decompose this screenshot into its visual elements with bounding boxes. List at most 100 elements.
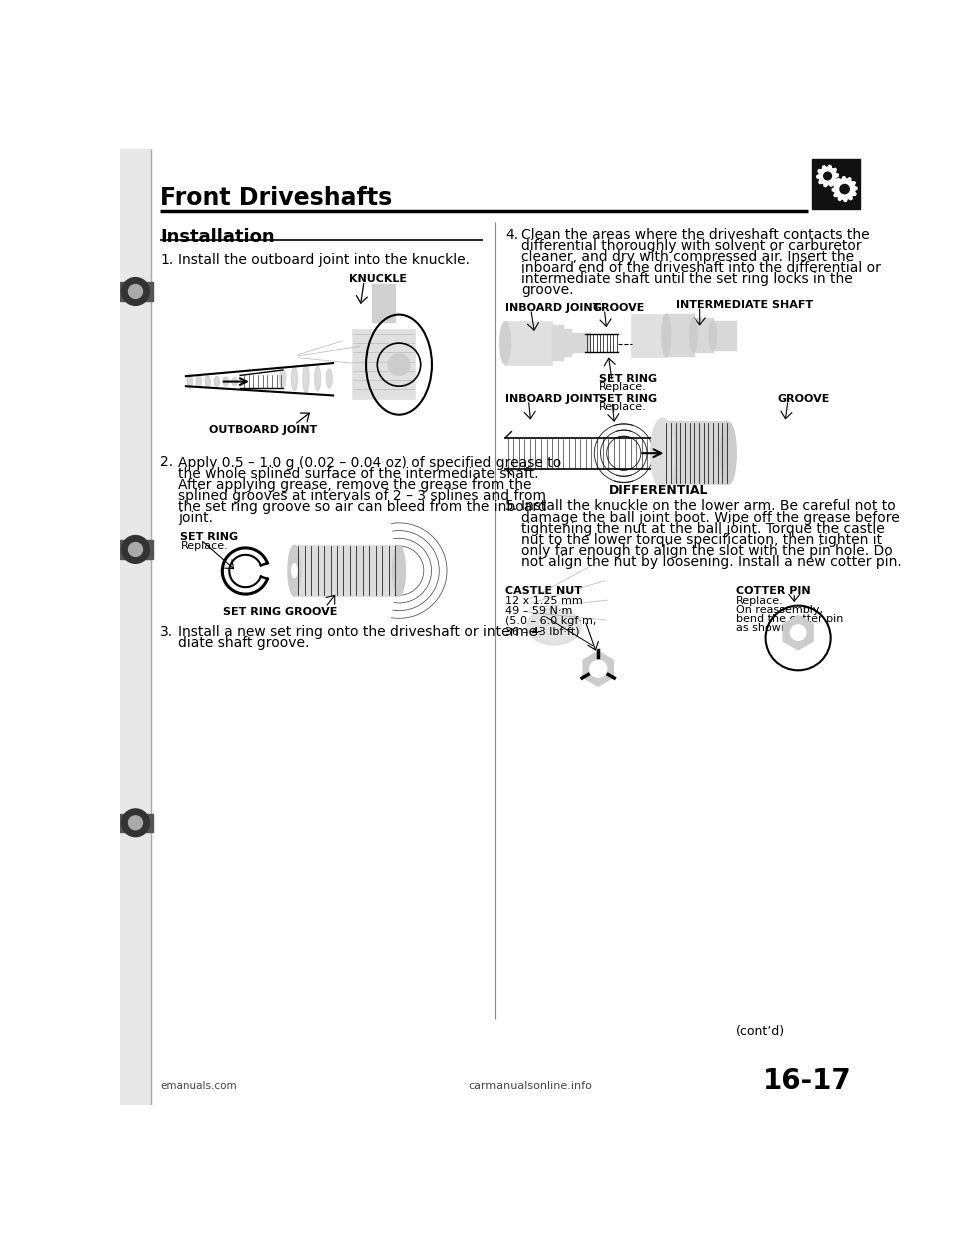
Bar	[295, 545, 399, 596]
Text: OUTBOARD JOINT: OUTBOARD JOINT	[209, 425, 318, 435]
Polygon shape	[584, 652, 612, 686]
Text: COTTER PIN: COTTER PIN	[736, 586, 811, 596]
Ellipse shape	[187, 375, 192, 389]
Text: as shown.: as shown.	[736, 623, 792, 633]
Text: GROOVE: GROOVE	[778, 394, 829, 404]
Circle shape	[129, 816, 142, 830]
Ellipse shape	[721, 422, 736, 484]
Text: bend the cotter pin: bend the cotter pin	[736, 614, 844, 625]
Bar	[120, 814, 153, 832]
Text: CASTLE NUT: CASTLE NUT	[505, 586, 582, 596]
Circle shape	[122, 278, 150, 306]
Text: 3.: 3.	[160, 625, 174, 638]
Text: 2.: 2.	[160, 456, 174, 469]
Bar	[662, 422, 729, 484]
Text: Install a new set ring onto the driveshaft or interme-: Install a new set ring onto the drivesha…	[179, 625, 542, 638]
Text: the whole splined surface of the intermediate shaft.: the whole splined surface of the interme…	[179, 467, 539, 481]
Ellipse shape	[689, 318, 697, 353]
Text: tightening the nut at the ball joint. Torque the castle: tightening the nut at the ball joint. To…	[521, 522, 885, 535]
Text: Replace.: Replace.	[599, 402, 647, 412]
Text: 5.: 5.	[505, 499, 518, 513]
Ellipse shape	[315, 366, 321, 391]
Bar	[666, 314, 693, 356]
Circle shape	[790, 625, 805, 641]
Text: diate shaft groove.: diate shaft groove.	[179, 636, 309, 650]
Text: (cont’d): (cont’d)	[736, 1026, 785, 1038]
Text: INBOARD JOINT: INBOARD JOINT	[505, 394, 601, 404]
Ellipse shape	[288, 545, 300, 596]
Text: intermediate shaft until the set ring locks in the: intermediate shaft until the set ring lo…	[521, 272, 853, 286]
Text: KNUCKLE: KNUCKLE	[348, 273, 407, 283]
Ellipse shape	[223, 378, 228, 386]
Text: 1.: 1.	[160, 253, 174, 267]
Text: 49 – 59 N·m: 49 – 59 N·m	[505, 606, 572, 616]
Ellipse shape	[326, 369, 332, 388]
Text: DIFFERENTIAL: DIFFERENTIAL	[609, 484, 708, 497]
Text: 36 – 43 lbf·ft): 36 – 43 lbf·ft)	[505, 626, 580, 636]
Text: SET RING: SET RING	[599, 374, 657, 384]
Ellipse shape	[214, 376, 220, 386]
Text: emanuals.com: emanuals.com	[160, 1081, 237, 1090]
Text: INTERMEDIATE SHAFT: INTERMEDIATE SHAFT	[677, 301, 813, 310]
Polygon shape	[832, 176, 857, 201]
Circle shape	[129, 543, 142, 556]
Text: Clean the areas where the driveshaft contacts the: Clean the areas where the driveshaft con…	[521, 227, 870, 242]
Text: (5.0 – 6.0 kgf·m,: (5.0 – 6.0 kgf·m,	[505, 616, 596, 626]
Text: Front Driveshafts: Front Driveshafts	[160, 186, 393, 210]
Bar	[552, 325, 564, 360]
Bar	[713, 320, 736, 350]
Ellipse shape	[291, 366, 298, 391]
Ellipse shape	[662, 314, 670, 356]
Ellipse shape	[232, 378, 237, 385]
Circle shape	[129, 284, 142, 298]
Text: inboard end of the driveshaft into the differential or: inboard end of the driveshaft into the d…	[521, 261, 881, 274]
Bar	[571, 333, 590, 353]
Ellipse shape	[651, 419, 674, 488]
Text: Apply 0.5 – 1.0 g (0.02 – 0.04 oz) of specified grease to: Apply 0.5 – 1.0 g (0.02 – 0.04 oz) of sp…	[179, 456, 562, 469]
Text: INBOARD JOINT: INBOARD JOINT	[505, 303, 601, 313]
Text: Installation: Installation	[160, 227, 275, 246]
Bar	[120, 149, 151, 1105]
Text: joint.: joint.	[179, 512, 213, 525]
Text: Replace.: Replace.	[180, 542, 228, 551]
Bar	[632, 314, 666, 356]
Text: cleaner, and dry with compressed air. Insert the: cleaner, and dry with compressed air. In…	[521, 250, 854, 263]
Text: Install the knuckle on the lower arm. Be careful not to: Install the knuckle on the lower arm. Be…	[521, 499, 897, 513]
Ellipse shape	[279, 369, 286, 388]
Ellipse shape	[196, 375, 202, 388]
Text: not align the nut by loosening. Install a new cotter pin.: not align the nut by loosening. Install …	[521, 555, 902, 569]
Circle shape	[122, 535, 150, 564]
Circle shape	[122, 809, 150, 837]
Polygon shape	[817, 165, 838, 186]
Text: Replace.: Replace.	[736, 596, 784, 606]
Text: groove.: groove.	[521, 283, 574, 297]
Text: SET RING: SET RING	[599, 394, 657, 404]
Polygon shape	[527, 609, 581, 645]
Ellipse shape	[661, 314, 671, 356]
Bar	[564, 329, 571, 356]
Circle shape	[388, 354, 410, 375]
Bar	[120, 282, 153, 301]
Circle shape	[840, 185, 850, 194]
Ellipse shape	[393, 545, 405, 596]
Text: the set ring groove so air can bleed from the inboard: the set ring groove so air can bleed fro…	[179, 501, 547, 514]
Text: 16-17: 16-17	[763, 1067, 852, 1095]
Text: damage the ball joint boot. Wipe off the grease before: damage the ball joint boot. Wipe off the…	[521, 510, 900, 524]
Text: Replace.: Replace.	[599, 383, 647, 392]
Bar	[120, 540, 153, 559]
Circle shape	[589, 661, 607, 677]
Text: nut to the lower torque specification, then tighten it: nut to the lower torque specification, t…	[521, 533, 882, 546]
Ellipse shape	[303, 364, 309, 394]
Polygon shape	[783, 616, 813, 650]
Ellipse shape	[292, 564, 297, 578]
Text: On reassembly,: On reassembly,	[736, 605, 823, 615]
Circle shape	[824, 173, 831, 180]
Ellipse shape	[205, 376, 210, 388]
Ellipse shape	[709, 320, 717, 350]
Bar	[505, 322, 552, 365]
Text: splined grooves at intervals of 2 – 3 splines and from: splined grooves at intervals of 2 – 3 sp…	[179, 489, 546, 503]
Text: SET RING: SET RING	[180, 533, 239, 543]
Text: SET RING GROOVE: SET RING GROOVE	[224, 607, 338, 617]
Text: 12 x 1.25 mm: 12 x 1.25 mm	[505, 596, 583, 606]
Text: Install the outboard joint into the knuckle.: Install the outboard joint into the knuc…	[179, 253, 470, 267]
